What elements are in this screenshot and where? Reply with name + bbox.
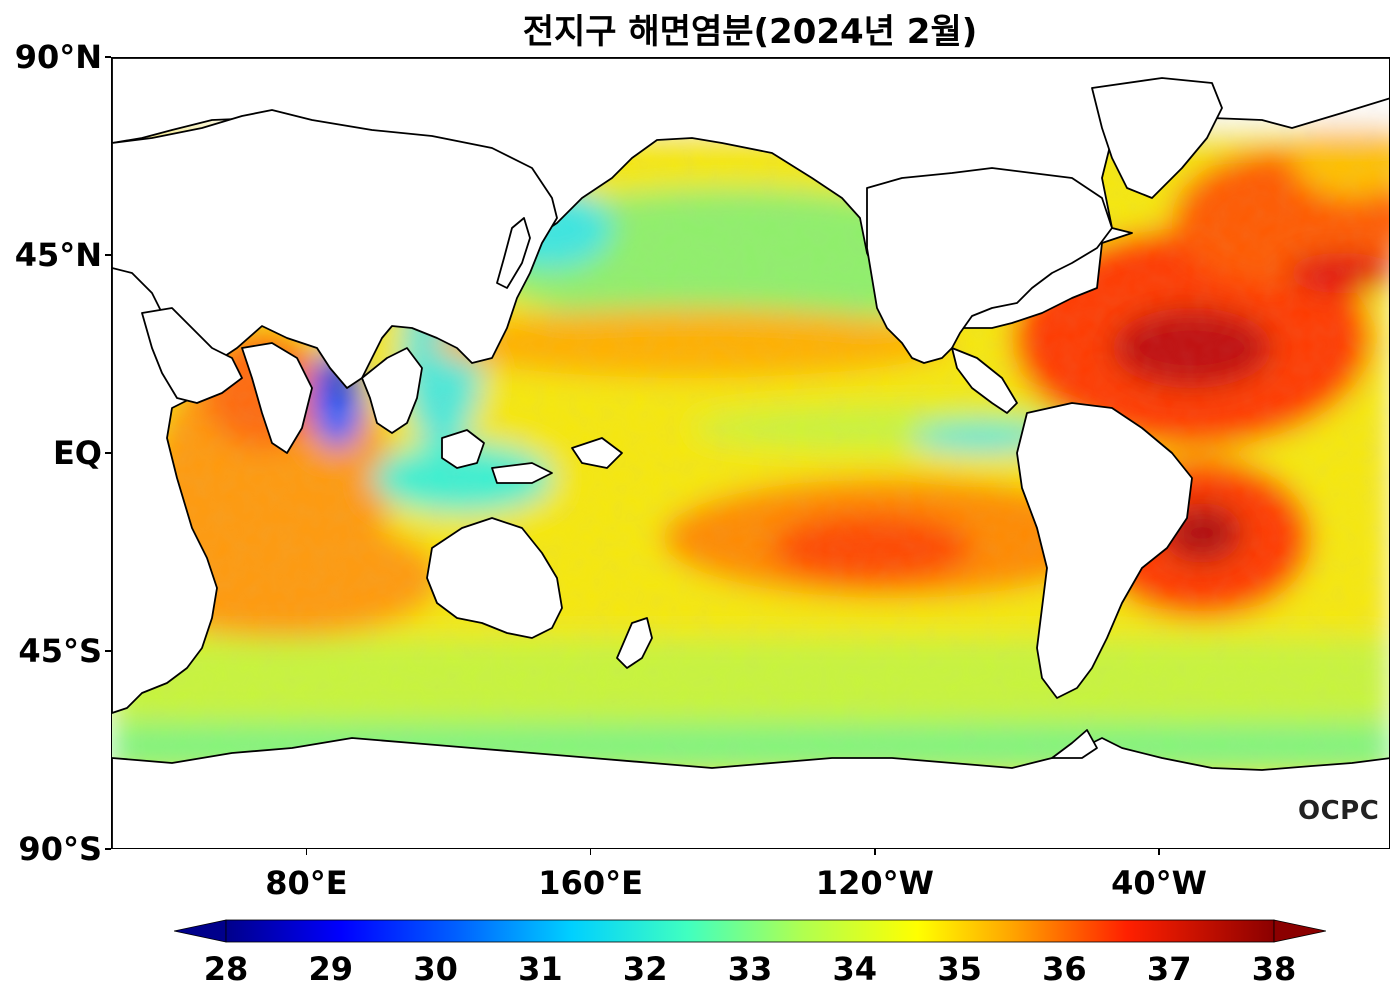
lon-tick-label: 80°E — [265, 864, 348, 902]
lat-tick-mark — [105, 56, 111, 58]
lon-tick-label: 160°E — [538, 864, 643, 902]
lat-tick-mark — [105, 848, 111, 850]
colorbar-tick-label: 33 — [727, 950, 773, 988]
lon-tick-mark — [589, 849, 592, 855]
colorbar — [173, 918, 1327, 944]
colorbar-tick-label: 35 — [937, 950, 982, 988]
colorbar-tick-label: 36 — [1042, 950, 1087, 988]
colorbar-min-arrow — [173, 919, 227, 943]
colorbar-gradient — [225, 919, 1275, 943]
colorbar-tick-label: 29 — [308, 950, 354, 988]
lat-tick-mark — [105, 452, 111, 454]
colorbar-tick-label: 37 — [1146, 950, 1192, 988]
colorbar-tick-label: 31 — [518, 950, 563, 988]
colorbar-tick-label: 32 — [622, 950, 668, 988]
lon-tick-mark — [1158, 849, 1160, 855]
lat-tick-label: EQ — [52, 434, 102, 472]
ocpc-watermark: OCPC — [1298, 796, 1380, 826]
lat-tick-label: 45°S — [18, 632, 102, 670]
lat-tick-label: 45°N — [14, 236, 102, 274]
colorbar-tick-label: 30 — [413, 950, 458, 988]
colorbar-tick-label: 38 — [1251, 950, 1297, 988]
lat-tick-label: 90°S — [18, 830, 102, 868]
lon-tick-label: 120°W — [815, 864, 934, 902]
lat-tick-mark — [105, 254, 111, 256]
lat-tick-mark — [105, 650, 111, 652]
map-title: 전지구 해면염분(2024년 2월) — [522, 12, 978, 52]
lon-tick-mark — [305, 849, 308, 855]
lon-tick-mark — [874, 849, 876, 855]
colorbar-max-arrow — [1273, 919, 1327, 943]
salinity-map — [111, 57, 1390, 849]
lon-tick-label: 40°W — [1111, 864, 1207, 902]
land-masses — [112, 58, 1389, 848]
lat-tick-label: 90°N — [14, 38, 102, 76]
colorbar-tick-label: 34 — [832, 950, 878, 988]
colorbar-tick-label: 28 — [203, 950, 249, 988]
